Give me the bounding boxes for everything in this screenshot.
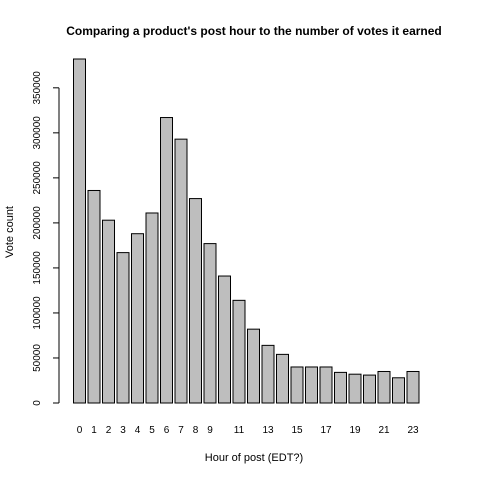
- x-tick-label: 1: [91, 425, 97, 436]
- chart-title: Comparing a product's post hour to the n…: [66, 24, 442, 38]
- bar-hour-13: [261, 344, 275, 404]
- bar-hour-16: [305, 366, 318, 404]
- y-tick-label: 300000: [32, 116, 43, 150]
- x-tick-label: 3: [120, 425, 126, 436]
- bar-hour-19: [348, 373, 362, 404]
- bar-hour-5: [145, 212, 159, 404]
- bar-hour-11: [232, 299, 246, 404]
- x-tick-label: 13: [262, 425, 274, 436]
- x-tick-label: 6: [164, 425, 170, 436]
- bar-hour-20: [363, 374, 376, 404]
- x-tick-label: 19: [349, 425, 361, 436]
- bars-group: [73, 58, 420, 404]
- y-ticks-group: 0 50000 100000 150000 200000 250000 300000 3500…: [32, 71, 59, 406]
- x-tick-label: 8: [193, 425, 199, 436]
- x-tick-label: 15: [291, 425, 303, 436]
- bar-hour-8: [189, 198, 202, 404]
- x-tick-label: 21: [378, 425, 390, 436]
- y-tick-label: 150000: [32, 251, 43, 285]
- bar-hour-6: [160, 117, 173, 404]
- x-tick-label: 0: [77, 425, 83, 436]
- x-tick-label: 7: [178, 425, 184, 436]
- y-axis-label: Vote count: [4, 206, 16, 258]
- bar-hour-4: [131, 233, 144, 404]
- bar-hour-2: [102, 219, 115, 404]
- x-tick-label: 17: [320, 425, 332, 436]
- bar-hour-10: [218, 275, 231, 404]
- bar-hour-14: [276, 353, 289, 404]
- x-tick-label: 2: [106, 425, 112, 436]
- x-tick-label: 11: [234, 425, 245, 436]
- x-tick-label: 5: [149, 425, 155, 436]
- x-ticks-group: 0 1 2 3 4 5 6 7 8 9 11 13 15 17 19 21 23: [77, 425, 419, 436]
- y-tick-label: 50000: [32, 344, 43, 372]
- y-tick-label: 350000: [32, 71, 43, 105]
- x-axis-label: Hour of post (EDT?): [205, 452, 303, 464]
- bar-hour-1: [87, 189, 101, 404]
- bar-hour-12: [247, 328, 260, 404]
- bar-hour-17: [319, 366, 333, 404]
- y-tick-label: 0: [32, 400, 43, 406]
- bar-hour-0: [73, 58, 86, 404]
- bar-hour-18: [334, 371, 347, 404]
- x-tick-label: 4: [135, 425, 141, 436]
- y-tick-label: 200000: [32, 206, 43, 240]
- x-tick-label: 9: [207, 425, 213, 436]
- bar-hour-22: [392, 377, 405, 404]
- bar-hour-15: [290, 366, 304, 404]
- x-tick-label: 23: [407, 425, 419, 436]
- bar-hour-23: [406, 370, 420, 404]
- bar-hour-3: [116, 252, 130, 404]
- y-tick-label: 250000: [32, 161, 43, 195]
- y-tick-label: 100000: [32, 296, 43, 330]
- bar-hour-9: [203, 243, 217, 404]
- bar-hour-7: [174, 138, 188, 404]
- bar-hour-21: [377, 370, 391, 404]
